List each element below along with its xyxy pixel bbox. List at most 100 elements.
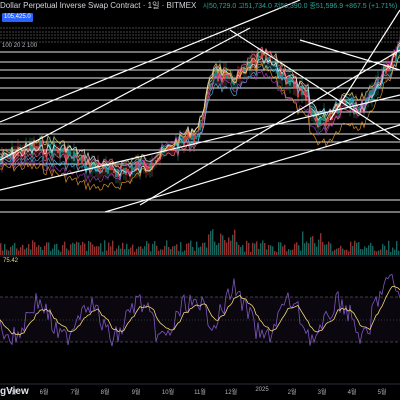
candle-body [21, 150, 23, 157]
candle-body [267, 57, 269, 65]
time-axis[interactable]: 5월 6월 7월 8월 9월 10월 11월 12월 2025 2월 3월 4월… [0, 384, 400, 400]
volume-bar [350, 241, 352, 255]
volume-bar [312, 236, 314, 255]
candle-body [383, 67, 385, 72]
candle-body [53, 142, 55, 152]
volume-bar [148, 243, 150, 255]
rsi-value-label: 75.42 [3, 258, 19, 264]
volume-bar [188, 243, 190, 255]
volume-bar [142, 248, 144, 255]
candle-body [227, 72, 229, 78]
volume-bar [220, 233, 222, 255]
candle-body [41, 140, 43, 147]
candle-body [305, 90, 307, 100]
candle-body [285, 78, 287, 85]
candle-body [33, 142, 35, 148]
volume-bar [66, 248, 68, 255]
volume-bar [266, 249, 268, 255]
volume-bar [162, 249, 164, 255]
volume-bar [364, 246, 366, 255]
candle-body [39, 140, 41, 150]
volume-bar [378, 250, 380, 255]
volume-bar [158, 250, 160, 255]
volume-bar [254, 243, 256, 255]
candle-body [261, 52, 263, 58]
volume-bar [362, 249, 364, 255]
volume-bar [238, 244, 240, 255]
candle-body [55, 148, 57, 152]
x-tick-label: 3월 [317, 390, 327, 396]
volume-bar [242, 245, 244, 255]
x-tick-label: 11월 [194, 390, 206, 396]
trendline [0, 94, 400, 191]
candle-body [5, 152, 7, 157]
volume-bar [120, 248, 122, 255]
volume-bar [102, 251, 104, 255]
volume-bar [272, 246, 274, 255]
volume-bar [222, 235, 224, 255]
volume-bar [152, 243, 154, 255]
volume-bar [30, 249, 32, 255]
volume-bar [72, 242, 74, 255]
candle-body [389, 68, 391, 72]
candle-body [281, 72, 283, 81]
candle-body [245, 68, 247, 73]
volume-bar [100, 243, 102, 255]
candle-body [29, 143, 31, 149]
candle-body [329, 113, 331, 119]
x-tick-label: 10월 [161, 390, 175, 396]
candle-body [327, 116, 329, 122]
candle-body [99, 169, 101, 174]
volume-bar [124, 249, 126, 255]
volume-bar [212, 229, 214, 255]
volume-bar [352, 245, 354, 255]
candle-body [335, 106, 337, 111]
x-tick-label: 5월 [377, 390, 387, 396]
volume-bar [246, 240, 248, 255]
volume-bar [302, 231, 304, 255]
volume-bar [56, 243, 58, 255]
candle-body [263, 60, 265, 63]
volume-bar [172, 246, 174, 255]
x-tick-label: 2025 [255, 387, 269, 393]
volume-bar [304, 243, 306, 255]
volume-bar [4, 243, 6, 255]
volume-bar [394, 249, 396, 255]
candle-body [147, 165, 149, 171]
volume-bar [288, 249, 290, 255]
volume-bar [248, 242, 250, 255]
volume-bar [92, 244, 94, 255]
volume-bar [386, 249, 388, 255]
volume-bar [282, 246, 284, 255]
volume-bar [340, 245, 342, 255]
volume-bar [336, 248, 338, 255]
rsi-band [0, 297, 400, 342]
candle-body [287, 77, 289, 85]
candle-body [167, 145, 169, 150]
candle-body [3, 153, 5, 156]
candle-body [113, 169, 115, 173]
candle-body [143, 160, 145, 168]
rsi-moving-average [0, 285, 400, 336]
volume-bar [256, 241, 258, 255]
candle-body [191, 134, 193, 140]
candle-body [313, 110, 315, 117]
volume-bar [232, 234, 234, 255]
candle-body [95, 165, 97, 172]
candle-body [249, 61, 251, 69]
volume-bar [240, 246, 242, 255]
candle-body [239, 72, 241, 80]
volume-bar [224, 240, 226, 255]
symbol-title[interactable]: Dollar Perpetual Inverse Swap Contract ·… [0, 1, 197, 10]
volume-bar [20, 247, 22, 255]
candle-body [135, 162, 137, 171]
volume-bar [156, 245, 158, 255]
candle-body [117, 170, 119, 177]
volume-bar [182, 251, 184, 255]
volume-bar [34, 242, 36, 255]
volume-bar [36, 246, 38, 255]
volume-bar [70, 244, 72, 255]
volume-bar [390, 251, 392, 255]
